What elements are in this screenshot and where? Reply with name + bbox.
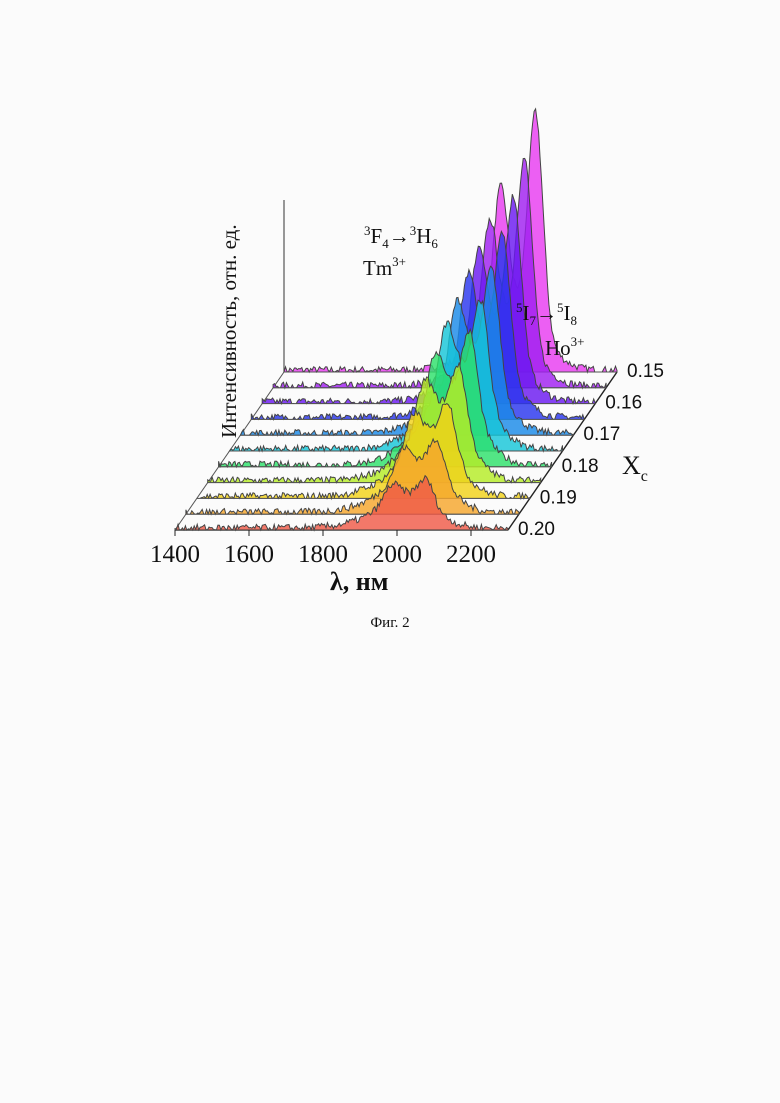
x-tick-labels: 1400 1600 1800 2000 2200 [150,530,496,568]
tm-transition-label: 3F4→3H6 [364,223,438,251]
z-tick-label: 0.19 [540,487,577,508]
waterfall-chart: 1400 1600 1800 2000 2200 0.150.160.170.180.1… [150,107,664,596]
figure-caption: Фиг. 2 [370,615,410,631]
x-tick-label: 2200 [446,541,496,568]
z-tick-labels: 0.15 0.16 0.17 0.18 0.19 0.20 [518,361,664,540]
z-tick-label: 0.18 [562,456,599,477]
ho-transition-label: 5I7→5I8 [516,300,577,328]
x-axis-label: λ, нм [330,567,388,596]
x-tick-label: 1800 [298,541,348,568]
z-tick-label: 0.15 [627,361,664,382]
z-axis-label: Xc [622,451,648,485]
ho-ion-label: Ho3+ [545,334,585,360]
x-tick-label: 1600 [224,541,274,568]
x-tick-label: 2000 [372,541,422,568]
spectra-ribbons [174,107,618,532]
z-tick-label: 0.17 [583,424,620,445]
tm-ion-label: Tm3+ [363,254,406,280]
x-tick-label: 1400 [150,541,200,568]
z-tick-label: 0.20 [518,519,555,540]
spectrum-ribbon-0_20-10 [174,474,509,532]
z-tick-label: 0.16 [605,393,642,414]
y-axis-label: Интенсивность, отн. ед. [217,224,241,438]
